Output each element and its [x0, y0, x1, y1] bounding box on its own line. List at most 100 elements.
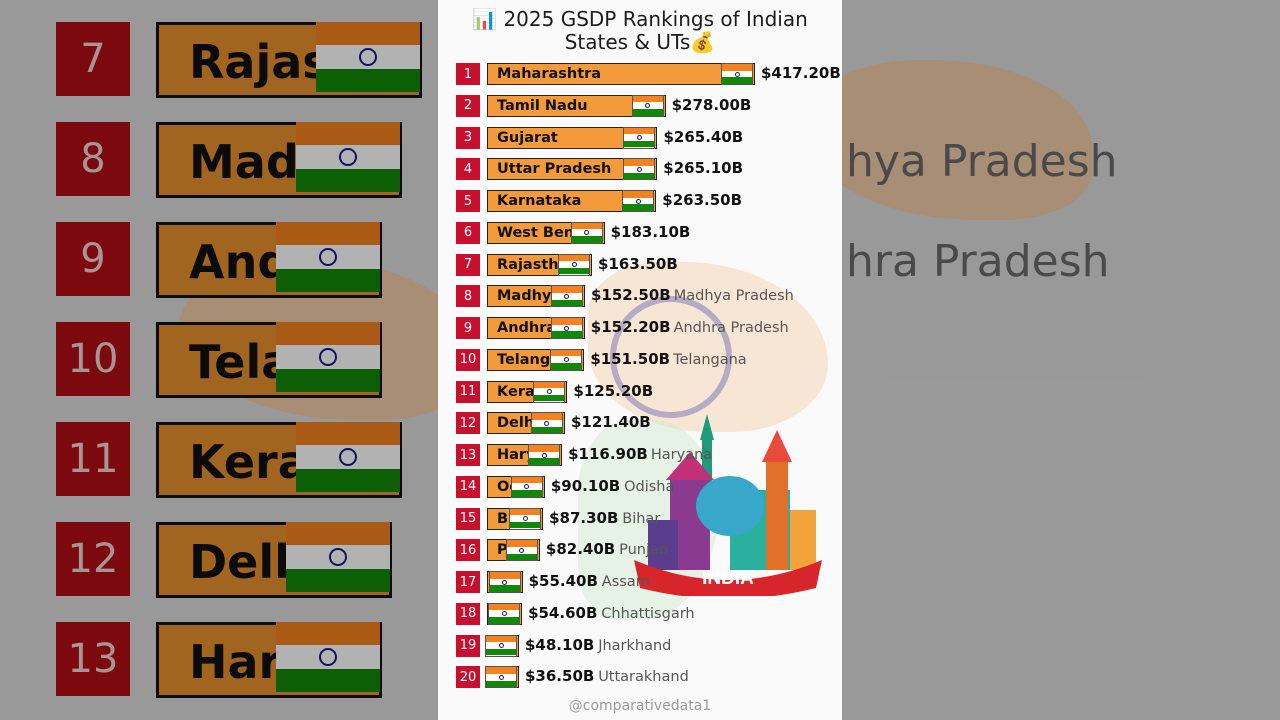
- india-flag-icon: [631, 94, 664, 117]
- value-label: $87.30B: [549, 508, 619, 527]
- state-name-label: Uttarakhand: [598, 669, 689, 686]
- value-label: $55.40B: [528, 572, 598, 590]
- rank-badge: 9: [456, 317, 480, 339]
- rank-badge: 14: [456, 475, 480, 498]
- bar-label: Bi: [497, 510, 514, 527]
- india-flag-icon: [623, 126, 656, 149]
- value-label: $121.40B: [570, 413, 651, 432]
- background-india-flag-icon: [276, 222, 380, 292]
- background-india-flag-icon: [296, 122, 400, 192]
- rank-badge: 18: [456, 602, 480, 625]
- rank-badge: 7: [456, 253, 480, 276]
- india-flag-icon: [550, 348, 583, 371]
- value-label: $265.10B: [663, 159, 744, 178]
- background-rank-badge: 10: [56, 322, 130, 396]
- india-flag-icon: [528, 444, 561, 466]
- background-india-flag-icon: [316, 22, 420, 92]
- bar: Karnataka: [487, 190, 657, 212]
- background-rank-badge: 12: [56, 522, 130, 596]
- rank-badge: 13: [456, 444, 480, 466]
- india-logo-text: INDIA: [702, 568, 754, 589]
- bar-label: Telanga: [497, 351, 561, 368]
- bar: Maharashtra: [487, 63, 755, 85]
- india-flag-icon: [485, 666, 517, 689]
- value-label: $116.90B: [568, 445, 648, 463]
- value-label: $163.50B: [598, 254, 678, 273]
- state-name-label: Madhya Pradesh: [673, 288, 794, 305]
- background-state-name: hya Pradesh: [846, 136, 1118, 187]
- value-label: $48.10B: [525, 635, 595, 654]
- rank-badge: 3: [456, 126, 480, 149]
- bar-label: Hary: [497, 447, 536, 463]
- india-flag-icon: [510, 475, 543, 498]
- bar-label: Madhya: [497, 288, 562, 305]
- india-flag-icon: [550, 317, 583, 339]
- rank-badge: 10: [456, 348, 480, 371]
- india-flag-icon: [623, 158, 656, 181]
- background-rank-badge: 8: [56, 122, 130, 196]
- background-state-name: hra Pradesh: [846, 236, 1110, 287]
- value-label: $183.10B: [610, 222, 691, 241]
- rank-badge: 8: [456, 285, 480, 308]
- state-name-label: Chhattisgarh: [601, 605, 695, 622]
- chart-panel: 📊 2025 GSDP Rankings of Indian States & …: [438, 0, 842, 720]
- bar: Tamil Nadu: [487, 94, 666, 117]
- bar-label: Rajastha: [497, 256, 569, 273]
- rank-badge: 17: [456, 571, 480, 593]
- chart-title: 📊 2025 GSDP Rankings of Indian States & …: [472, 7, 808, 54]
- state-name-label: Bihar: [622, 510, 661, 527]
- india-flag-icon: [505, 539, 538, 562]
- value-label: $151.50B: [590, 349, 671, 368]
- value-label: $417.20B: [761, 64, 841, 82]
- rank-badge: 12: [456, 412, 480, 435]
- value-label: $278.00B: [671, 95, 752, 114]
- background-rank-badge: 13: [56, 622, 130, 696]
- india-flag-icon: [488, 602, 521, 625]
- bar: Gujarat: [487, 126, 658, 149]
- india-flag-icon: [550, 285, 583, 308]
- background-rank-badge: 9: [56, 222, 130, 296]
- background-india-flag-icon: [286, 522, 390, 592]
- india-flag-icon: [721, 63, 753, 85]
- bar-label: Keral: [497, 383, 540, 400]
- rank-badge: 2: [456, 94, 480, 117]
- value-label: $152.50B: [590, 286, 671, 305]
- background-india-flag-icon: [296, 422, 400, 492]
- india-flag-icon: [570, 221, 603, 244]
- bar-label: P: [497, 542, 508, 559]
- bar-label: Maharashtra: [497, 66, 602, 82]
- value-label: $54.60B: [528, 603, 598, 622]
- india-monuments-illustration: INDIA: [634, 414, 822, 596]
- rank-badge: 11: [456, 380, 480, 403]
- rank-badge: 4: [456, 158, 480, 181]
- value-label: $82.40B: [545, 540, 616, 559]
- rank-badge: 16: [456, 539, 480, 562]
- india-flag-icon: [530, 412, 563, 435]
- rank-badge: 15: [456, 507, 480, 530]
- value-label: $152.20B: [590, 318, 671, 336]
- background-india-flag-icon: [276, 622, 380, 692]
- background-right-panel: hya Pradesh hra Pradesh: [842, 0, 1280, 720]
- bar-label: Karnataka: [497, 193, 582, 209]
- state-name-label: Assam: [601, 574, 650, 590]
- rank-badge: 19: [456, 634, 480, 657]
- value-label: $263.50B: [662, 191, 743, 209]
- background-shade: [842, 0, 1280, 720]
- state-name-label: Odisha: [624, 478, 675, 495]
- creator-credit: @comparativedata1: [568, 698, 712, 714]
- india-flag-icon: [488, 571, 521, 593]
- background-rank-badge: 11: [56, 422, 130, 496]
- value-label: $265.40B: [663, 127, 744, 146]
- rank-badge: 1: [456, 63, 480, 85]
- background-india-flag-icon: [276, 322, 380, 392]
- state-name-label: Jharkhand: [598, 637, 672, 654]
- background-shade: [0, 0, 438, 720]
- rank-badge: 6: [456, 221, 480, 244]
- value-label: $125.20B: [573, 381, 654, 400]
- value-label: $36.50B: [525, 667, 595, 686]
- state-name-label: Andhra Pradesh: [673, 320, 789, 336]
- ashoka-chakra-watermark: [610, 296, 732, 418]
- state-name-label: Telangana: [673, 351, 747, 368]
- state-name-label: Haryana: [650, 447, 713, 463]
- india-flag-icon: [533, 380, 566, 403]
